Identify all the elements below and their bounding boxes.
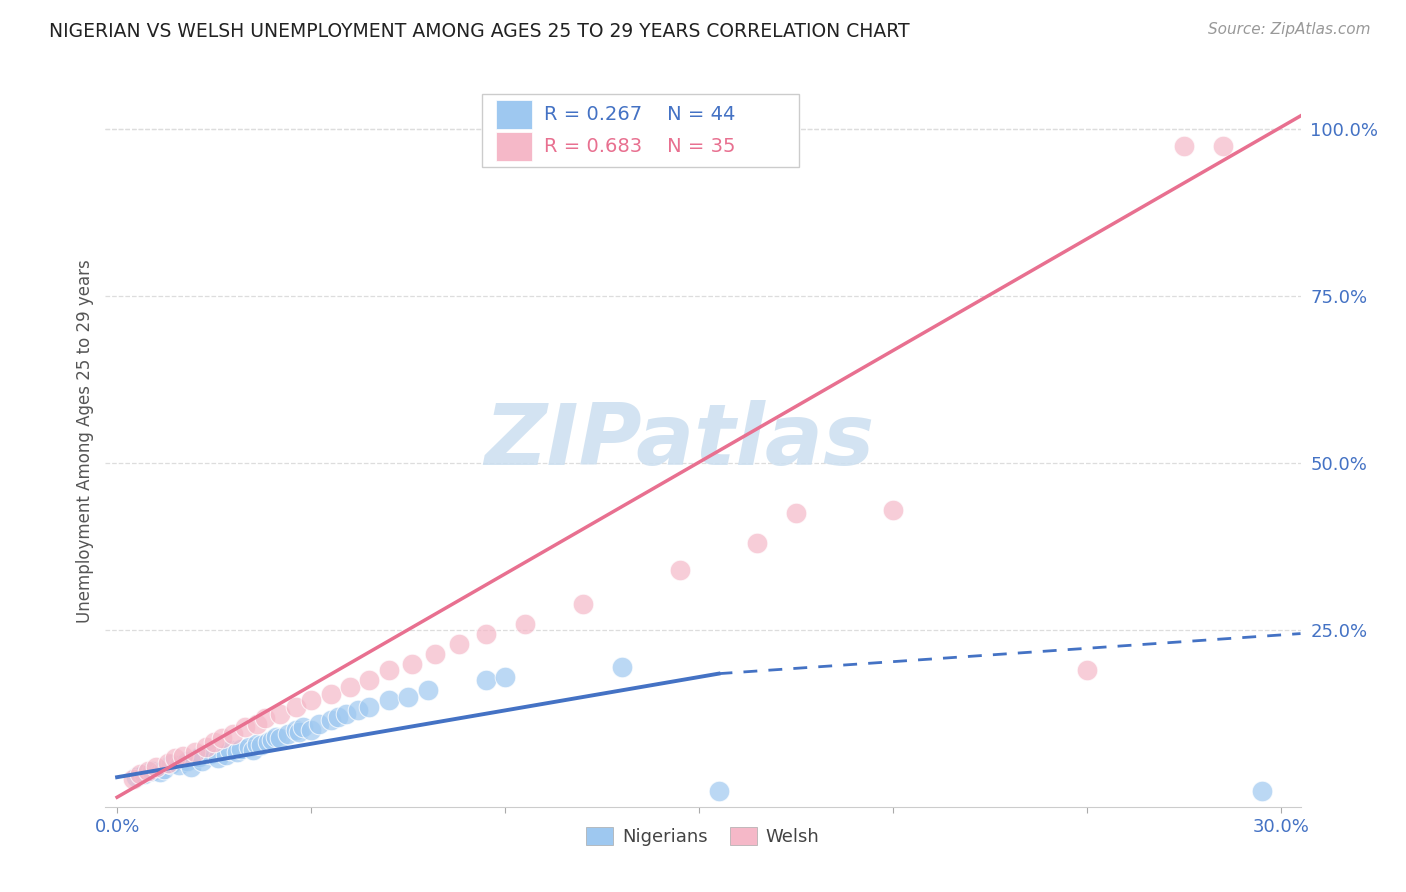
Point (145, 760, 167, 774)
Y-axis label: Unemployment Among Ages 25 to 29 years: Unemployment Among Ages 25 to 29 years (76, 260, 94, 624)
Point (246, 737, 269, 751)
Point (447, 637, 470, 651)
Point (277, 727, 299, 741)
Point (129, 767, 152, 781)
Point (262, 733, 284, 747)
Point (707, 783, 730, 797)
Point (167, 758, 190, 772)
Point (785, 507, 807, 521)
Point (269, 706, 291, 721)
Text: R = 0.267    N = 44: R = 0.267 N = 44 (544, 105, 735, 124)
Point (425, 647, 447, 661)
Text: NIGERIAN VS WELSH UNEMPLOYMENT AMONG AGES 25 TO 29 YEARS CORRELATION CHART: NIGERIAN VS WELSH UNEMPLOYMENT AMONG AGE… (49, 22, 910, 41)
Text: Source: ZipAtlas.com: Source: ZipAtlas.com (1208, 22, 1371, 37)
Point (377, 693, 399, 707)
Point (401, 657, 423, 671)
Point (299, 723, 322, 738)
Point (253, 711, 276, 725)
Point (308, 716, 330, 731)
Point (242, 743, 264, 757)
Point (747, 536, 769, 550)
Point (238, 740, 260, 755)
Point (176, 754, 198, 768)
Point (346, 703, 368, 717)
Point (571, 597, 593, 611)
Text: ZIPatlas: ZIPatlas (484, 400, 875, 483)
Point (222, 727, 245, 741)
Point (610, 660, 633, 674)
Point (1076, 663, 1098, 677)
Point (668, 563, 690, 577)
Point (284, 700, 307, 714)
Point (149, 764, 172, 779)
Point (513, 616, 536, 631)
Point (396, 690, 419, 704)
Point (269, 731, 291, 746)
Point (136, 764, 159, 778)
Point (249, 738, 271, 752)
Point (121, 772, 143, 786)
Point (195, 740, 218, 755)
Point (335, 706, 357, 721)
Point (299, 693, 322, 707)
Bar (496, 132, 531, 161)
Point (257, 735, 280, 749)
Legend: Nigerians, Welsh: Nigerians, Welsh (579, 819, 827, 853)
Point (183, 745, 205, 759)
Point (1212, 139, 1234, 153)
Point (474, 626, 496, 640)
Point (187, 750, 209, 764)
FancyBboxPatch shape (482, 95, 799, 168)
Point (207, 751, 229, 765)
Point (160, 756, 183, 771)
Point (191, 754, 214, 768)
Point (165, 751, 187, 765)
Point (231, 742, 253, 756)
Point (215, 748, 238, 763)
Point (141, 764, 163, 778)
Point (328, 710, 350, 724)
Point (1173, 139, 1195, 153)
Point (377, 663, 399, 677)
Point (218, 743, 240, 757)
Point (211, 731, 233, 746)
Point (359, 700, 381, 714)
Point (200, 747, 222, 761)
Bar (496, 100, 531, 129)
Point (156, 756, 179, 770)
Point (180, 760, 202, 774)
Point (474, 673, 496, 688)
Point (172, 748, 194, 763)
Point (292, 720, 315, 734)
Point (152, 762, 174, 776)
Point (1250, 783, 1272, 797)
Point (233, 720, 256, 734)
Point (284, 723, 307, 738)
Point (134, 767, 156, 781)
Point (359, 673, 381, 688)
Text: R = 0.683    N = 35: R = 0.683 N = 35 (544, 137, 735, 156)
Point (319, 687, 342, 701)
Point (125, 770, 148, 784)
Point (246, 716, 269, 731)
Point (494, 670, 516, 684)
Point (882, 503, 904, 517)
Point (288, 724, 311, 739)
Point (226, 745, 249, 759)
Point (202, 735, 225, 749)
Point (416, 683, 439, 698)
Point (339, 680, 361, 694)
Point (319, 714, 342, 728)
Point (264, 730, 287, 744)
